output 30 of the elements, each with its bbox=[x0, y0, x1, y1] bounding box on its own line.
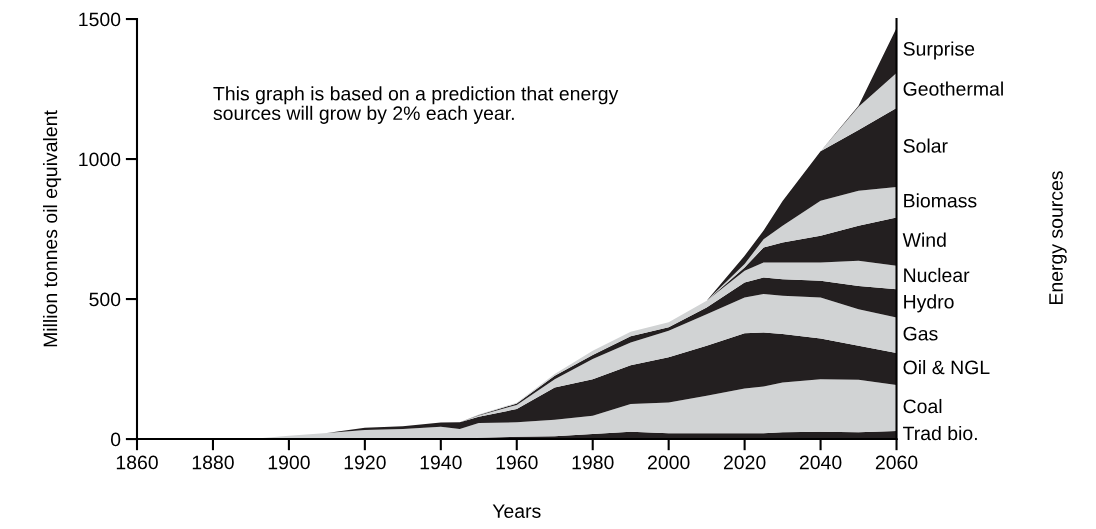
series-label: Geothermal bbox=[903, 81, 1003, 96]
x-tick-label: 2060 bbox=[875, 455, 918, 470]
x-tick-label: 2000 bbox=[648, 455, 690, 470]
y-tick-label: 500 bbox=[89, 292, 121, 307]
series-label: Solar bbox=[903, 138, 948, 153]
x-tick-label: 1880 bbox=[192, 455, 234, 470]
y-tick-label: 1000 bbox=[79, 152, 121, 167]
x-tick-label: 2040 bbox=[799, 455, 842, 470]
y-axis-title: Million tonnes oil equivalent bbox=[42, 110, 62, 347]
x-tick-label: 1960 bbox=[496, 455, 538, 470]
text: Energy sources bbox=[1049, 171, 1067, 304]
series-label: Oil & NGL bbox=[903, 360, 990, 375]
series-label: Coal bbox=[903, 398, 942, 414]
y-tick-label: 0 bbox=[110, 432, 121, 447]
series-label: Biomass bbox=[904, 193, 977, 208]
series-label: Nuclear bbox=[904, 267, 970, 283]
series-label: Hydro bbox=[904, 294, 954, 313]
y-tick-label: 1500 bbox=[79, 12, 121, 27]
series-label: Wind bbox=[902, 232, 946, 247]
series-label: Trad bio. bbox=[903, 425, 977, 441]
x-tick-label: 1860 bbox=[116, 455, 158, 470]
x-tick-label: 1940 bbox=[420, 455, 462, 470]
series-label: Gas bbox=[903, 326, 938, 341]
x-tick-label: 1900 bbox=[268, 455, 310, 470]
x-axis-title: Years bbox=[492, 504, 541, 519]
x-tick-label: 1980 bbox=[572, 455, 614, 470]
x-tick-label: 1920 bbox=[344, 455, 386, 470]
annotation: This graph is based on a prediction that energy sources will grow by 2% each year. bbox=[213, 86, 619, 124]
series-label: Surprise bbox=[903, 41, 975, 60]
x-tick-label: 2020 bbox=[723, 455, 766, 470]
